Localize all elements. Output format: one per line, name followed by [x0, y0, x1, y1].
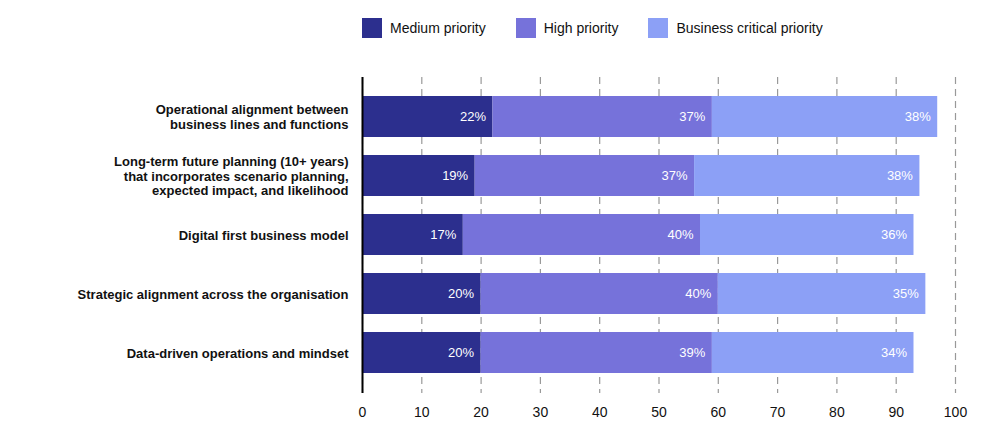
svg-text:34%: 34%	[881, 345, 907, 360]
svg-text:30: 30	[533, 404, 549, 420]
svg-text:20%: 20%	[448, 286, 474, 301]
svg-text:20%: 20%	[448, 345, 474, 360]
svg-text:60: 60	[711, 404, 727, 420]
svg-text:90: 90	[888, 404, 904, 420]
svg-text:35%: 35%	[893, 286, 919, 301]
svg-text:37%: 37%	[679, 109, 705, 124]
html-text:Medium priority: Medium priority	[390, 19, 486, 36]
svg-text:Strategic alignment across the: Strategic alignment across the organisat…	[78, 287, 349, 302]
svg-text:80: 80	[829, 404, 845, 420]
svg-text:40%: 40%	[685, 286, 711, 301]
svg-text:20: 20	[473, 404, 489, 420]
svg-text:22%: 22%	[460, 109, 486, 124]
html-text:High priority: High priority	[543, 19, 619, 36]
svg-text:37%: 37%	[662, 168, 688, 183]
svg-text:10: 10	[414, 404, 430, 420]
svg-text:39%: 39%	[679, 345, 705, 360]
svg-text:70: 70	[770, 404, 786, 420]
svg-text:36%: 36%	[881, 227, 907, 242]
svg-text:100: 100	[944, 404, 968, 420]
svg-text:0: 0	[359, 404, 367, 420]
svg-text:19%: 19%	[442, 168, 468, 183]
svg-text:Digital first business model: Digital first business model	[179, 228, 349, 243]
svg-text:38%: 38%	[887, 168, 913, 183]
svg-text:Operational alignment betweenb: Operational alignment betweenbusiness li…	[156, 102, 349, 131]
svg-text:Long-term future planning (10+: Long-term future planning (10+ years)tha…	[114, 154, 348, 198]
html-text:Business critical priority: Business critical priority	[676, 19, 823, 36]
svg-text:40: 40	[592, 404, 608, 420]
svg-text:Data-driven operations and min: Data-driven operations and mindset	[127, 346, 349, 361]
svg-text:50: 50	[651, 404, 667, 420]
svg-text:38%: 38%	[905, 109, 931, 124]
svg-text:17%: 17%	[430, 227, 456, 242]
svg-text:40%: 40%	[667, 227, 693, 242]
